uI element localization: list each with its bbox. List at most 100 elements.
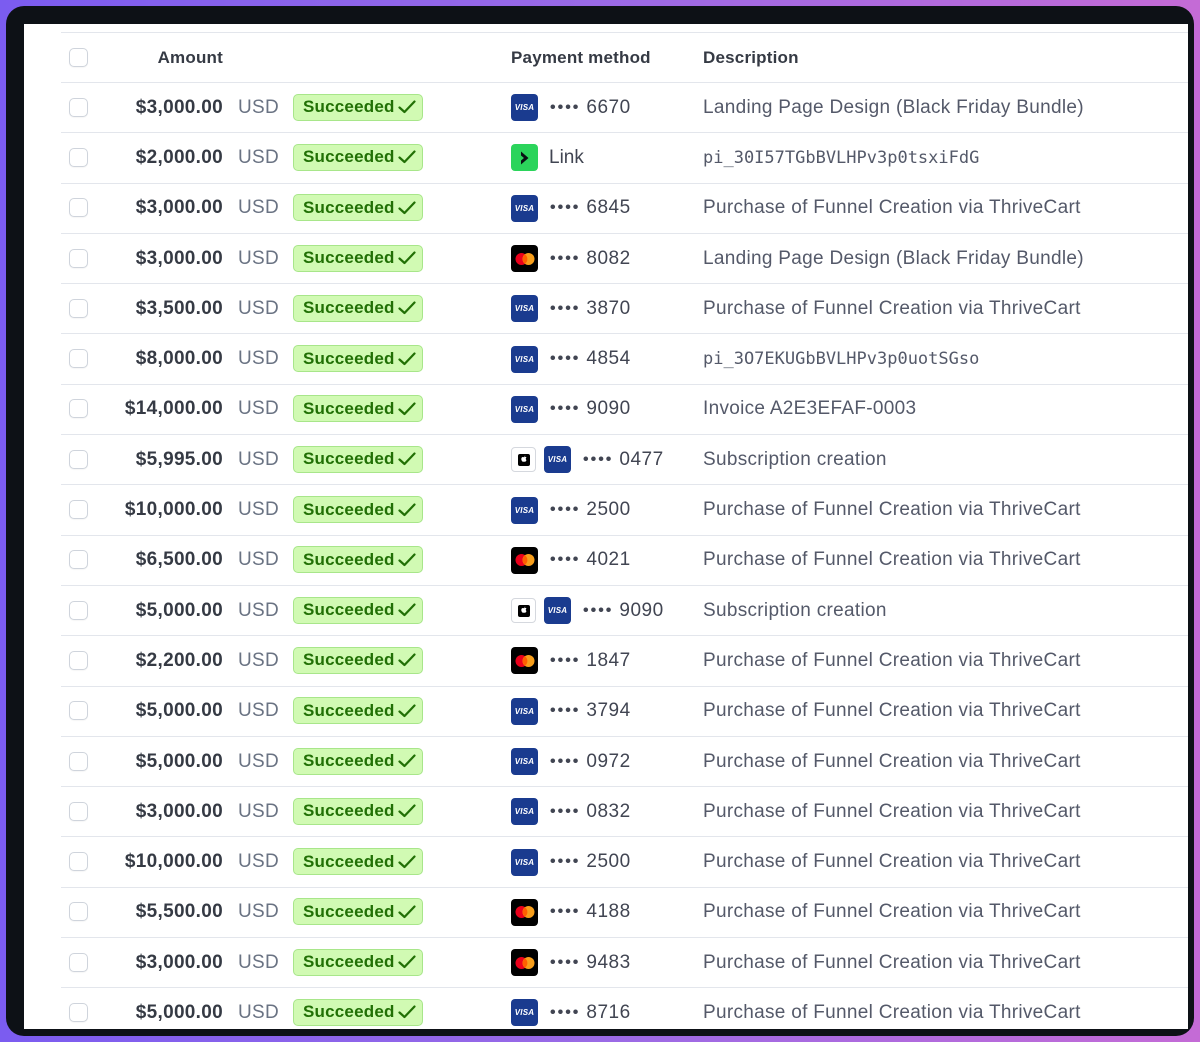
table-row[interactable]: $3,000.00 USD Succeeded VISA •••• 0832 Purchas… — [61, 787, 1188, 838]
header-amount[interactable]: Amount — [157, 47, 223, 67]
row-checkbox[interactable] — [69, 701, 88, 721]
amount-value: $5,995.00 — [135, 448, 223, 470]
currency-code: USD — [238, 398, 280, 420]
row-checkbox[interactable] — [69, 550, 88, 570]
row-checkbox[interactable] — [69, 852, 88, 872]
row-checkbox[interactable] — [69, 198, 88, 218]
masked-card-dots: •••• — [550, 350, 581, 368]
description-text: pi_3O7EKUGbBVLHPv3p0uotSGso — [703, 349, 980, 370]
card-last4: 3794 — [586, 700, 631, 722]
payment-method: Link — [511, 133, 584, 182]
row-checkbox[interactable] — [69, 349, 88, 369]
table-row[interactable]: $3,000.00 USD Succeeded VISA •••• 6670 Landing… — [61, 83, 1188, 134]
status-badge: Succeeded — [293, 93, 423, 121]
table-row[interactable]: $5,000.00 USD Succeeded VISA •••• 0972 Purchas… — [61, 737, 1188, 788]
table-row[interactable]: $3,000.00 USD Succeeded •••• 9483 Purchase of… — [61, 938, 1188, 989]
table-row[interactable]: $3,000.00 USD Succeeded VISA •••• 6845 Purchas… — [61, 184, 1188, 234]
payment-method: VISA •••• 0477 — [511, 435, 664, 484]
row-checkbox[interactable] — [69, 97, 88, 117]
checkmark-icon — [397, 352, 416, 365]
row-checkbox[interactable] — [69, 952, 88, 972]
masked-card-dots: •••• — [550, 651, 581, 669]
payment-method: •••• 9483 — [511, 938, 631, 987]
row-checkbox[interactable] — [69, 399, 88, 419]
checkmark-icon — [397, 402, 416, 416]
row-checkbox[interactable] — [69, 1002, 88, 1022]
header-payment-method[interactable]: Payment method — [511, 47, 651, 67]
masked-card-dots: •••• — [583, 601, 614, 619]
amount-value: $3,000.00 — [135, 951, 223, 973]
visa-card-icon: VISA — [544, 446, 571, 474]
card-last4: 2500 — [586, 851, 631, 873]
mastercard-icon — [511, 245, 538, 273]
payment-method: •••• 8082 — [511, 234, 631, 283]
currency-code: USD — [238, 549, 280, 571]
table-row[interactable]: $2,200.00 USD Succeeded •••• 1847 Purchase of… — [61, 636, 1188, 687]
row-checkbox[interactable] — [69, 902, 88, 922]
row-checkbox[interactable] — [69, 449, 88, 469]
payment-method: VISA •••• 4854 — [511, 334, 631, 383]
currency-code: USD — [238, 297, 280, 319]
amount-value: $5,000.00 — [135, 1001, 223, 1023]
select-all-checkbox[interactable] — [69, 47, 88, 67]
table-row[interactable]: $3,000.00 USD Succeeded •••• 8082 Landing Pag… — [61, 234, 1188, 285]
amount-value: $10,000.00 — [124, 851, 223, 873]
status-label: Succeeded — [303, 600, 395, 620]
currency-code: USD — [238, 951, 280, 973]
table-row[interactable]: $14,000.00 USD Succeeded VISA •••• 9090 Invoic… — [61, 385, 1188, 436]
table-row[interactable]: $8,000.00 USD Succeeded VISA •••• 4854 pi_3O7E… — [61, 334, 1188, 385]
table-row[interactable]: $10,000.00 USD Succeeded VISA •••• 2500 Purcha… — [61, 837, 1188, 888]
row-checkbox[interactable] — [69, 298, 88, 318]
status-badge: Succeeded — [293, 445, 423, 473]
currency-code: USD — [238, 247, 280, 269]
visa-card-icon: VISA — [511, 999, 538, 1027]
row-checkbox[interactable] — [69, 600, 88, 620]
status-label: Succeeded — [303, 549, 395, 569]
amount-value: $5,000.00 — [135, 599, 223, 621]
table-row[interactable]: $5,000.00 USD Succeeded VISA •••• 3794 Purchas… — [61, 687, 1188, 737]
status-label: Succeeded — [303, 449, 395, 469]
status-badge: Succeeded — [293, 143, 423, 171]
amount-value: $5,000.00 — [135, 750, 223, 772]
status-badge: Succeeded — [293, 697, 423, 725]
table-row[interactable]: $3,500.00 USD Succeeded VISA •••• 3870 Purchas… — [61, 284, 1188, 335]
status-badge: Succeeded — [293, 395, 423, 423]
checkmark-icon — [397, 804, 416, 818]
status-label: Succeeded — [303, 398, 395, 418]
amount-value: $3,000.00 — [135, 247, 223, 269]
amount-value: $6,500.00 — [135, 549, 223, 571]
currency-code: USD — [238, 448, 280, 470]
row-checkbox[interactable] — [69, 751, 88, 771]
table-row[interactable]: $10,000.00 USD Succeeded VISA •••• 2500 Purcha… — [61, 485, 1188, 536]
table-row[interactable]: $5,500.00 USD Succeeded •••• 4188 Purchase of… — [61, 888, 1188, 939]
checkmark-icon — [397, 150, 416, 164]
status-label: Succeeded — [303, 348, 395, 368]
row-checkbox[interactable] — [69, 500, 88, 520]
row-checkbox[interactable] — [69, 650, 88, 670]
table-row[interactable]: $6,500.00 USD Succeeded •••• 4021 Purchase of… — [61, 536, 1188, 586]
table-row[interactable]: $5,995.00 USD Succeeded VISA •••• 0477 Subscri… — [61, 435, 1188, 486]
row-checkbox[interactable] — [69, 248, 88, 268]
row-checkbox[interactable] — [69, 801, 88, 821]
status-badge: Succeeded — [293, 948, 423, 976]
amount-value: $3,000.00 — [135, 96, 223, 118]
currency-code: USD — [238, 700, 280, 722]
table-row[interactable]: $5,000.00 USD Succeeded VISA •••• 9090 Subscri… — [61, 586, 1188, 637]
checkmark-icon — [397, 1005, 416, 1019]
status-badge: Succeeded — [293, 747, 423, 775]
header-description[interactable]: Description — [703, 47, 799, 67]
card-last4: 8716 — [586, 1001, 631, 1023]
currency-code: USD — [238, 901, 280, 923]
visa-card-icon: VISA — [511, 194, 538, 222]
table-row[interactable]: $5,000.00 USD Succeeded VISA •••• 8716 Purchas… — [61, 988, 1188, 1029]
description-text: Invoice A2E3EFAF-0003 — [703, 398, 917, 420]
masked-card-dots: •••• — [550, 802, 581, 820]
visa-card-icon: VISA — [511, 697, 538, 725]
row-checkbox[interactable] — [69, 147, 88, 167]
status-badge: Succeeded — [293, 596, 423, 624]
table-row[interactable]: $2,000.00 USD Succeeded Link pi_30I57TGbBVLH… — [61, 133, 1188, 184]
amount-value: $3,500.00 — [135, 297, 223, 319]
masked-card-dots: •••• — [550, 903, 581, 921]
card-last4: 3870 — [586, 297, 631, 319]
masked-card-dots: •••• — [550, 1003, 581, 1021]
